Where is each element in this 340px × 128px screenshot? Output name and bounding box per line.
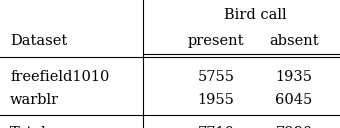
- Text: 1935: 1935: [276, 70, 312, 84]
- Text: absent: absent: [269, 34, 319, 48]
- Text: 7710: 7710: [198, 126, 234, 128]
- Text: 5755: 5755: [198, 70, 234, 84]
- Text: freefield1010: freefield1010: [10, 70, 109, 84]
- Text: warblr: warblr: [10, 93, 59, 108]
- Text: Total: Total: [10, 126, 47, 128]
- Text: Bird call: Bird call: [224, 8, 286, 22]
- Text: 7980: 7980: [275, 126, 313, 128]
- Text: 1955: 1955: [198, 93, 234, 108]
- Text: Dataset: Dataset: [10, 34, 67, 48]
- Text: present: present: [188, 34, 244, 48]
- Text: 6045: 6045: [275, 93, 313, 108]
